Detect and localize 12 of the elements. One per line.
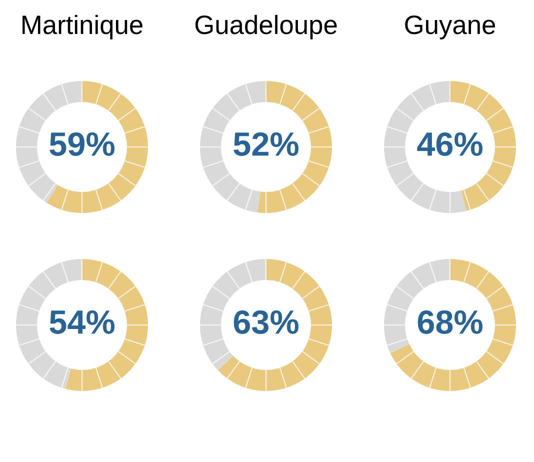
- chart-title: Martinique: [22, 14, 142, 40]
- donut-slice: [218, 259, 332, 391]
- donut-slice: [390, 259, 516, 391]
- chart-title: Guyane: [405, 16, 496, 40]
- text: 59%: [50, 132, 114, 156]
- donut-slice: [46, 81, 148, 213]
- text: 52%: [234, 132, 298, 156]
- text: 54%: [50, 310, 114, 334]
- chart-title: Guadeloupe: [195, 14, 337, 40]
- text: 63%: [234, 310, 298, 334]
- text: 46%: [417, 132, 482, 156]
- text: 68%: [418, 310, 482, 334]
